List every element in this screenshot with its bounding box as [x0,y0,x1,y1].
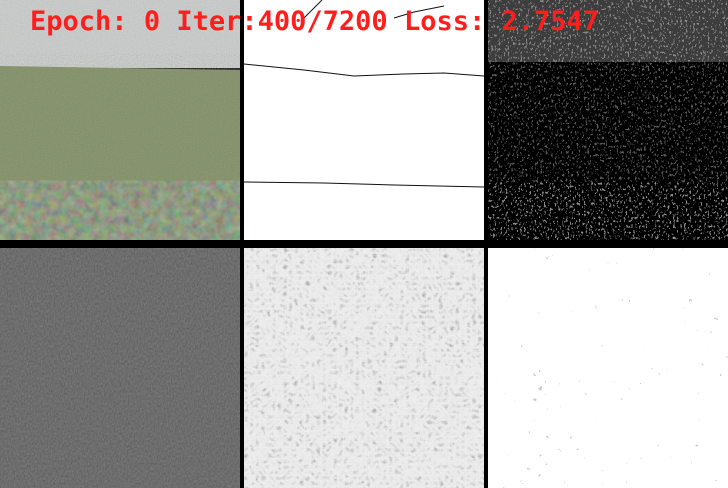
feature-map-light [244,248,484,488]
feature-map-white [488,248,728,488]
epoch-value: 0 [143,6,161,37]
iter-label: Iter: [176,6,258,37]
edge-map [244,0,484,240]
feature-map-dark [488,0,728,240]
iter-value: 400/7200 [257,6,388,37]
feature-map-dark-panel [488,0,728,240]
loss-value: 2.7547 [501,6,600,37]
input-photo-panel [0,0,240,240]
loss-label: Loss: [403,6,486,37]
edge-map-panel [244,0,484,240]
training-status-overlay: Epoch: 0 Iter:400/7200 Loss: 2.7547 [30,4,599,40]
feature-map-light-panel [244,248,484,488]
feature-map-gray-panel [0,248,240,488]
feature-map-white-panel [488,248,728,488]
epoch-label: Epoch: [30,6,128,37]
feature-map-gray [0,248,240,488]
input-photo [0,0,240,240]
